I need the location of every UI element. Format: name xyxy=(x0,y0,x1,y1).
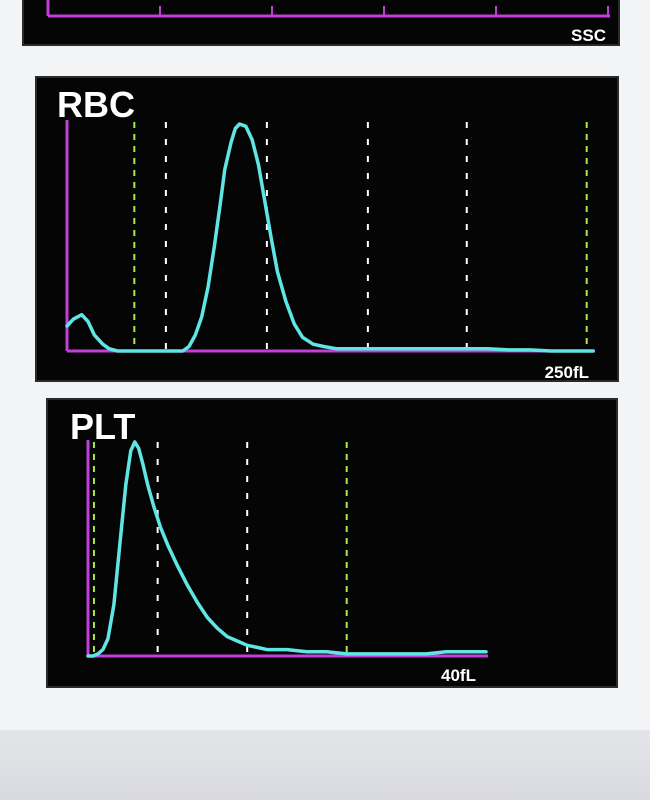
plt-histogram-panel: PLT 40fL xyxy=(46,398,618,688)
rbc-title: RBC xyxy=(57,84,135,125)
rbc-distribution-curve xyxy=(65,122,595,353)
ssc-axis-svg xyxy=(46,0,610,18)
screen-bezel-area xyxy=(0,730,650,800)
plt-x-end-label: 40fL xyxy=(441,666,476,685)
plt-title: PLT xyxy=(70,406,136,447)
rbc-x-end-label: 250fL xyxy=(544,363,589,382)
plt-distribution-curve xyxy=(86,440,488,658)
ssc-scatter-panel: SSC xyxy=(22,0,620,46)
ssc-axis-label: SSC xyxy=(571,26,606,45)
rbc-histogram-svg xyxy=(65,120,595,353)
rbc-histogram-panel: RBC 250fL xyxy=(35,76,619,382)
plt-histogram-svg xyxy=(86,440,488,658)
